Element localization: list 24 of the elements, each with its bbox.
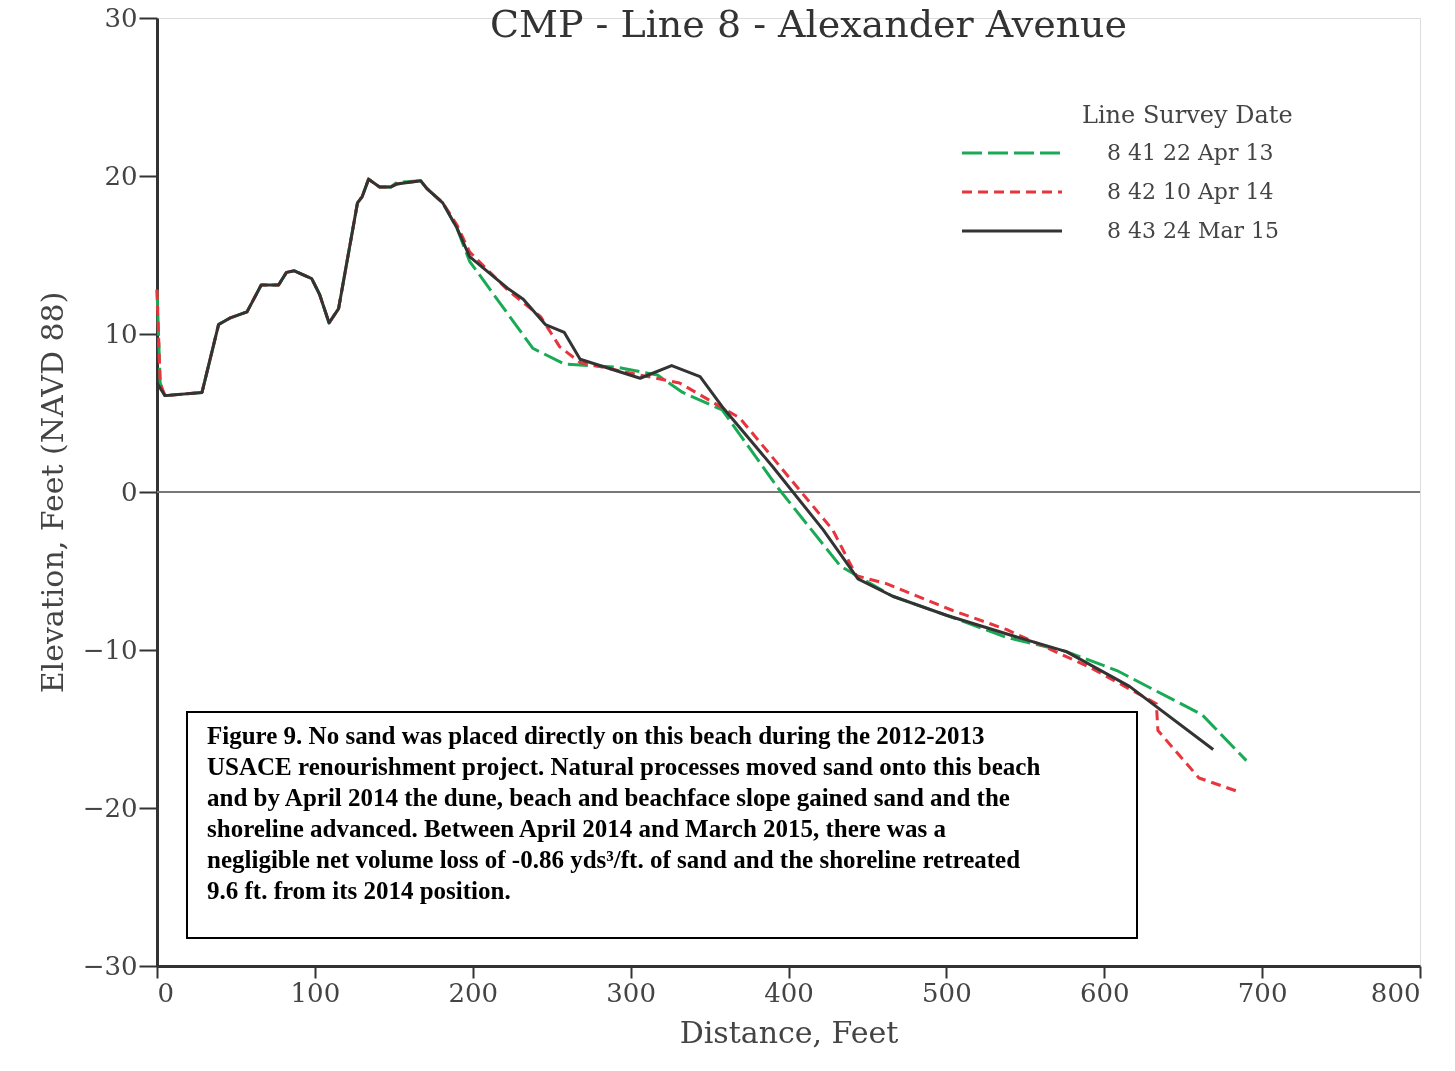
x-tick-label: 0: [157, 977, 175, 1008]
y-tick-label: 10: [104, 318, 138, 349]
x-axis-title: Distance, Feet: [679, 1014, 899, 1050]
y-tick-label: 0: [120, 476, 138, 507]
y-tick-label: −30: [82, 950, 138, 981]
x-tick-label: 500: [922, 977, 972, 1008]
y-tick-label: −20: [82, 792, 138, 823]
annotation: Figure 9. No sand was placed directly on this beach during the 2012-2013 USACE renourishment project. Natural processes moved sand onto this beach and by April 2014 the dune, beach and beachface slope gained sand and the shoreline advanced. Between April 2014 and March 2015, there was a negligible net volume loss of -0.86 yds³/ft. of sand and the shoreline retreated 9.6 ft. from its 2014 position.: [207, 722, 1041, 904]
x-tick-label: 400: [764, 977, 814, 1008]
x-tick-label: 600: [1079, 977, 1130, 1008]
x-tick-label: 300: [606, 977, 656, 1008]
chart-title: CMP - Line 8 - Alexander Avenue: [489, 2, 1128, 46]
y-tick-label: 20: [104, 160, 138, 191]
y-tick-label: −10: [82, 634, 138, 665]
x-tick-label: 100: [290, 977, 341, 1008]
legend-label: 8 41 22 Apr 13: [1107, 140, 1274, 165]
x-tick-label: 800: [1370, 977, 1421, 1008]
legend-title: Line Survey Date: [1082, 101, 1293, 129]
x-tick-label: 700: [1237, 977, 1288, 1008]
legend-label: 8 43 24 Mar 15: [1107, 218, 1280, 243]
x-tick-label: 200: [448, 977, 499, 1008]
y-axis-title: Elevation, Feet (NAVD 88): [34, 291, 70, 694]
y-tick-label: 30: [104, 2, 138, 33]
legend-label: 8 42 10 Apr 14: [1107, 179, 1274, 204]
